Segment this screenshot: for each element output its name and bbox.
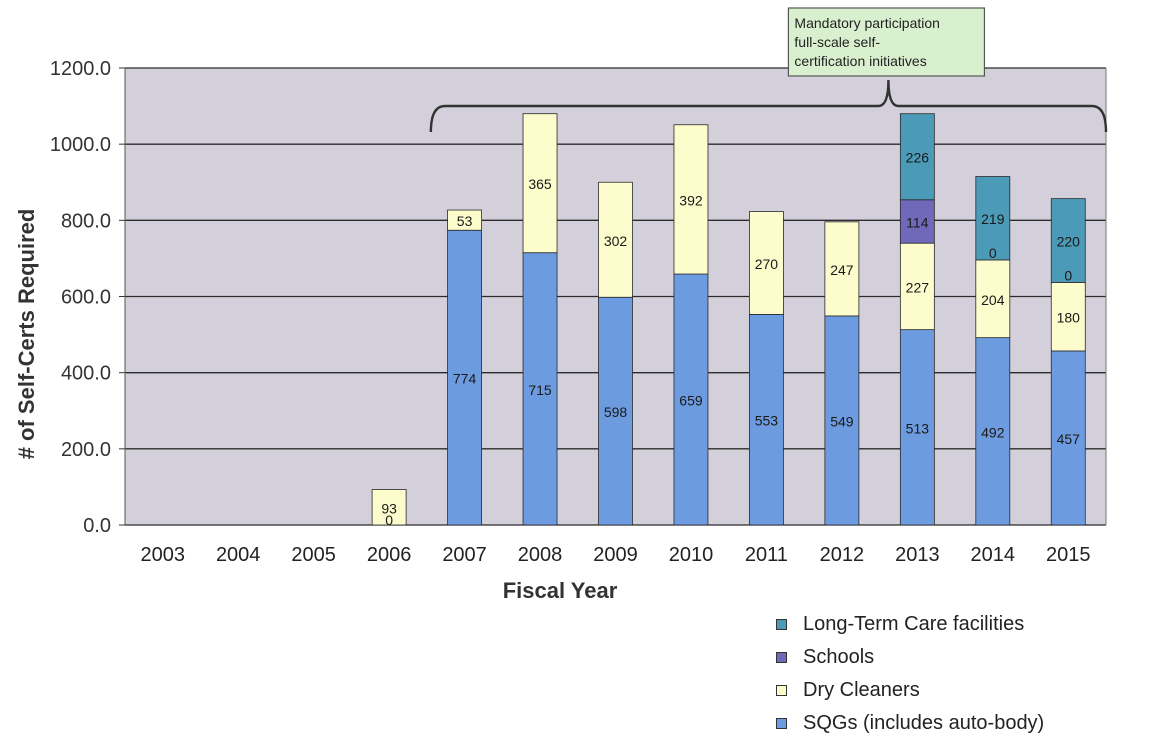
y-axis-ticks: 0.0 200.0 400.0 600.0 800.0 1000.0 1200.0 (50, 58, 1107, 537)
bar-sqgs-includes-auto-body-2013 (899, 329, 935, 526)
legend-item-schools: Schools (776, 641, 1136, 674)
x-tick-label: 2008 (518, 544, 563, 566)
x-tick-label: 2005 (291, 544, 336, 566)
x-tick-label: 2003 (140, 544, 185, 566)
x-tick-label: 2007 (442, 544, 487, 566)
legend-item-long-term-care-facilities: Long-Term Care facilities (776, 608, 1136, 641)
data-label-dry-cleaners-2007: 53 (457, 213, 473, 229)
bar-dry-cleaners-2008 (522, 113, 558, 254)
data-label-dry-cleaners-2008: 365 (528, 176, 552, 192)
y-tick-label: 200.0 (61, 439, 111, 461)
data-label-dry-cleaners-2006: 93 (381, 500, 397, 516)
x-axis-label: Fiscal Year (503, 578, 618, 603)
bar-dry-cleaners-2015 (1050, 282, 1086, 352)
data-label-dry-cleaners-2013: 227 (906, 279, 930, 295)
bar-dry-cleaners-2013 (899, 242, 935, 331)
bar-dry-cleaners-2007 (447, 209, 482, 231)
bar-sqgs-includes-auto-body-2010 (673, 273, 709, 526)
x-tick-label: 2012 (820, 544, 865, 566)
data-label-schools-2014: 0 (989, 245, 997, 261)
bars (371, 113, 1086, 526)
data-label-dry-cleaners-2015: 180 (1057, 310, 1081, 326)
x-tick-label: 2011 (745, 544, 788, 566)
bar-long-term-care-facilities-2013 (899, 113, 935, 201)
legend-swatch (776, 652, 787, 663)
annotation-text-line: certification initiatives (794, 53, 926, 69)
legend-swatch (776, 718, 787, 729)
data-label-sqgs-includes-auto-body-2009: 598 (604, 404, 628, 420)
bar-dry-cleaners-2012 (824, 221, 860, 317)
y-tick-label: 1200.0 (50, 58, 111, 80)
data-label-long-term-care-facilities-2013: 226 (906, 150, 930, 166)
legend-swatch (776, 685, 787, 696)
data-label-schools-2015: 0 (1064, 267, 1072, 283)
data-label-sqgs-includes-auto-body-2010: 659 (679, 393, 703, 409)
bar-sqgs-includes-auto-body-2012 (824, 315, 860, 526)
bar-sqgs-includes-auto-body-2014 (975, 337, 1011, 526)
x-tick-label: 2014 (971, 544, 1016, 566)
annotation-text-line: full-scale self- (794, 34, 880, 50)
legend-item-sqgs-includes-auto-body: SQGs (includes auto-body) (776, 707, 1136, 740)
data-label-sqgs-includes-auto-body-2011: 553 (755, 413, 779, 429)
bar-long-term-care-facilities-2014 (975, 176, 1011, 261)
bar-sqgs-includes-auto-body-2015 (1050, 350, 1086, 526)
x-tick-label: 2009 (593, 544, 638, 566)
legend-swatch (776, 619, 787, 630)
data-label-schools-2013: 114 (906, 214, 929, 230)
data-label-dry-cleaners-2014: 204 (981, 292, 1005, 308)
data-label-sqgs-includes-auto-body-2013: 513 (906, 420, 930, 436)
y-axis-label: # of Self-Certs Required (14, 209, 39, 460)
x-tick-label: 2015 (1046, 544, 1091, 566)
data-label-dry-cleaners-2011: 270 (755, 256, 779, 272)
bar-dry-cleaners-2010 (673, 124, 709, 275)
y-tick-label: 1000.0 (50, 134, 111, 156)
annotation-box (787, 7, 986, 77)
data-label-sqgs-includes-auto-body-2012: 549 (830, 413, 854, 429)
data-label-sqgs-includes-auto-body-2007: 774 (453, 371, 477, 387)
bar-sqgs-includes-auto-body-2009 (598, 296, 633, 526)
data-label-sqgs-includes-auto-body-2008: 715 (528, 382, 552, 398)
bar-long-term-care-facilities-2015 (1050, 198, 1086, 283)
data-label-sqgs-includes-auto-body-2014: 492 (981, 424, 1005, 440)
x-tick-label: 2010 (669, 544, 714, 566)
legend-item-dry-cleaners: Dry Cleaners (776, 674, 1136, 707)
x-tick-label: 2006 (367, 544, 412, 566)
x-tick-label: 2004 (216, 544, 261, 566)
legend: Long-Term Care facilities Schools Dry Clea… (776, 608, 1136, 740)
data-label-sqgs-includes-auto-body-2015: 457 (1057, 431, 1081, 447)
x-axis-ticks: 2003 2004 2005 2006 2007 2008 2009 2010 2011 2012… (140, 544, 1090, 566)
annotation: Mandatory participation full-scale self-c… (429, 7, 1108, 133)
annotation-text-line: Mandatory participation (794, 15, 940, 31)
x-tick-label: 2013 (895, 544, 940, 566)
data-label-dry-cleaners-2009: 302 (604, 233, 628, 249)
bar-dry-cleaners-2006 (371, 489, 407, 526)
data-label-long-term-care-facilities-2014: 219 (981, 211, 1005, 227)
data-label-long-term-care-facilities-2015: 220 (1057, 234, 1081, 250)
bar-sqgs-includes-auto-body-2011 (749, 313, 784, 526)
y-tick-label: 600.0 (61, 287, 111, 309)
data-label-dry-cleaners-2010: 392 (679, 192, 703, 208)
legend-label: Long-Term Care facilities (803, 613, 1025, 635)
legend-label: SQGs (includes auto-body) (803, 712, 1045, 734)
legend-label: Dry Cleaners (803, 679, 920, 701)
y-tick-label: 0.0 (83, 515, 111, 537)
bar-sqgs-includes-auto-body-2008 (522, 252, 558, 526)
legend-label: Schools (803, 646, 875, 668)
data-label-dry-cleaners-2012: 247 (830, 262, 854, 278)
bar-data-labels: 0937745371536559830265939255327054924751… (381, 150, 1080, 528)
bar-dry-cleaners-2009 (598, 181, 633, 298)
data-label-sqgs-includes-auto-body-2006: 0 (385, 512, 393, 528)
bar-dry-cleaners-2014 (975, 259, 1011, 339)
y-tick-label: 400.0 (61, 363, 111, 385)
annotation-bracket (429, 79, 1108, 133)
y-tick-label: 800.0 (61, 210, 111, 232)
bar-dry-cleaners-2011 (749, 211, 784, 315)
